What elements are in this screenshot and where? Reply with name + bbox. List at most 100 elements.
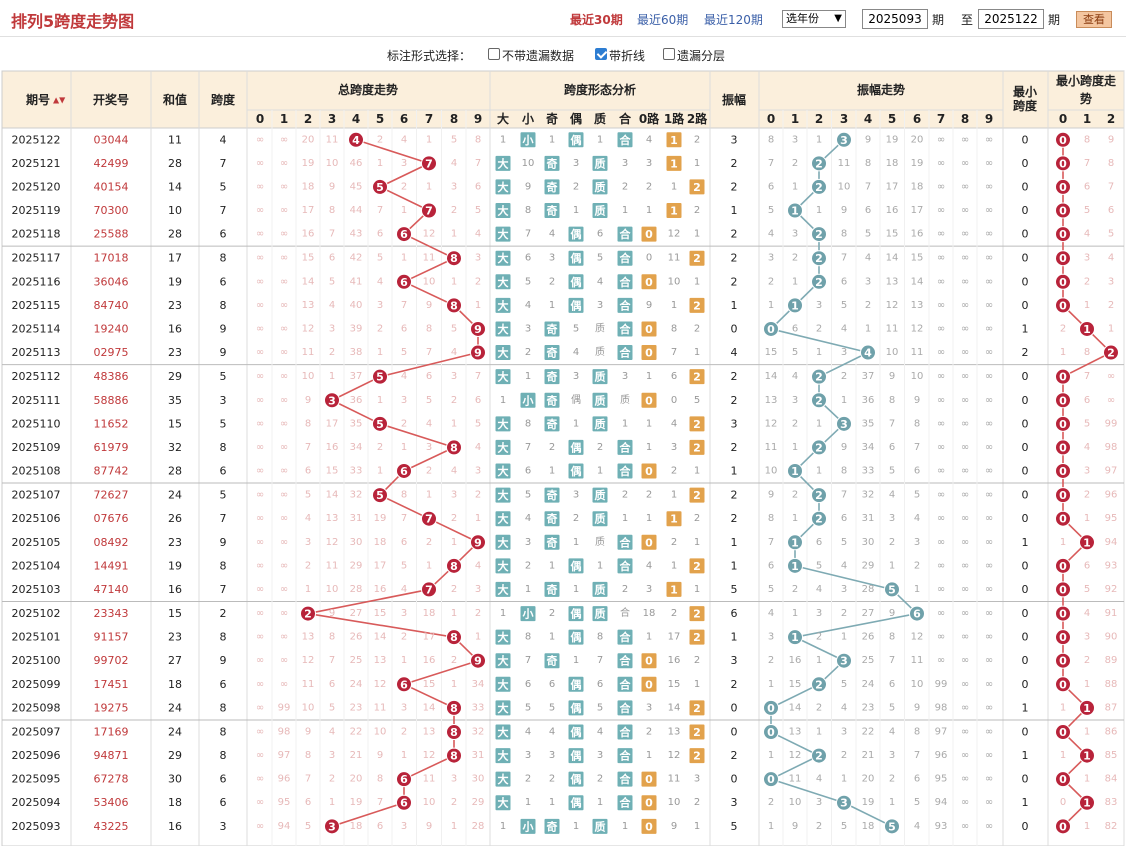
svg-text:1: 1 [791, 631, 799, 644]
amp-omission: 7 [914, 442, 920, 453]
span-omission: 3 [426, 442, 432, 453]
svg-text:大: 大 [498, 725, 509, 739]
year-select[interactable]: 选年份 ▼ [782, 10, 846, 28]
form-tag: 合 [617, 748, 633, 764]
no-omission-checkbox[interactable] [488, 48, 500, 60]
form-tag: 合 [617, 795, 633, 811]
span-omission: 2 [329, 774, 335, 785]
span-omission: 99 [278, 702, 291, 713]
span-omission: 5 [377, 253, 383, 264]
span-omission: 2 [305, 560, 311, 571]
svg-text:1: 1 [791, 560, 799, 573]
span-omission: 4 [426, 418, 432, 429]
sum-cell: 23 [168, 346, 182, 359]
form-tag: 2 [689, 558, 705, 574]
form-tag: 2 [689, 179, 705, 195]
span-omission: 40 [350, 300, 363, 311]
header-amp-digit: 1 [791, 112, 799, 126]
from-period-input[interactable]: 2025093 [862, 9, 928, 29]
sum-cell: 23 [168, 299, 182, 312]
span-omission: 9 [377, 750, 383, 761]
range-link-60[interactable]: 最近60期 [637, 13, 689, 27]
span-omission: 17 [326, 418, 339, 429]
min-ball: 1 [1079, 747, 1095, 764]
span-omission: ∞ [280, 632, 288, 643]
min-omission: 84 [1105, 774, 1118, 785]
span-omission: 11 [326, 560, 339, 571]
amp-omission: ∞ [961, 655, 969, 666]
amp-omission: ∞ [985, 560, 993, 571]
amp-cell: 0 [731, 726, 738, 739]
period-cell: 2025114 [12, 322, 61, 335]
draw-number-cell: 87742 [94, 464, 129, 477]
amp-omission: 9 [889, 371, 895, 382]
form-omission: 2 [525, 774, 531, 785]
svg-text:9: 9 [474, 536, 482, 549]
span-omission: 1 [426, 490, 432, 501]
min-ball: 0 [1055, 131, 1071, 148]
min-span-cell: 1 [1022, 701, 1029, 714]
polyline-checkbox[interactable] [595, 48, 607, 60]
form-omission: 1 [500, 134, 506, 145]
sort-arrows-icon[interactable]: ▲▼ [53, 96, 66, 105]
header-amp-digit: 2 [815, 112, 823, 126]
min-span-cell: 0 [1022, 726, 1029, 739]
amp-omission: 1 [768, 750, 774, 761]
min-ball: 0 [1055, 297, 1071, 314]
form-tag: 0 [641, 795, 657, 811]
range-link-30[interactable]: 最近30期 [570, 13, 623, 27]
svg-text:0: 0 [1059, 631, 1067, 644]
form-omission: 4 [525, 300, 531, 311]
amp-omission: ∞ [961, 537, 969, 548]
range-link-120[interactable]: 最近120期 [704, 13, 763, 27]
query-button[interactable]: 查看 [1076, 11, 1112, 28]
svg-text:大: 大 [498, 749, 509, 763]
amp-omission: 93 [935, 821, 948, 832]
amp-omission: 3 [841, 584, 847, 595]
form-tag: 2 [689, 629, 705, 645]
form-omission: 1 [573, 584, 579, 595]
amp-ball: 2 [811, 510, 827, 527]
form-omission: 2 [597, 442, 603, 453]
svg-text:0: 0 [645, 465, 653, 478]
draw-number-cell: 03044 [94, 133, 129, 146]
amp-omission: 3 [816, 300, 822, 311]
period-cell: 2025121 [12, 157, 61, 170]
amp-omission: 3 [792, 134, 798, 145]
amp-omission: 8 [768, 134, 774, 145]
amp-omission: 5 [914, 490, 920, 501]
min-omission: 1 [1060, 537, 1066, 548]
span-ball: 8 [446, 699, 462, 716]
amp-omission: ∞ [937, 134, 945, 145]
form-omission: 14 [668, 702, 681, 713]
svg-text:2: 2 [815, 157, 823, 170]
span-omission: ∞ [280, 537, 288, 548]
min-omission: 5 [1108, 229, 1114, 240]
header-span-digit: 2 [304, 112, 312, 126]
min-omission: 90 [1105, 632, 1118, 643]
form-omission: 2 [646, 727, 652, 738]
min-ball: 0 [1055, 226, 1071, 243]
min-omission: 3 [1084, 253, 1090, 264]
span-cell: 8 [220, 749, 227, 762]
svg-text:1: 1 [1083, 797, 1091, 810]
svg-text:0: 0 [1059, 773, 1067, 786]
span-omission: 1 [401, 205, 407, 216]
form-tag: 偶 [568, 748, 584, 764]
layered-omission-checkbox[interactable] [663, 48, 675, 60]
form-tag: 大 [495, 511, 511, 527]
span-omission: 32 [350, 490, 363, 501]
amp-omission: ∞ [937, 181, 945, 192]
svg-text:2: 2 [693, 181, 701, 194]
svg-text:2: 2 [693, 750, 701, 763]
span-omission: ∞ [256, 205, 264, 216]
amp-cell: 3 [731, 796, 738, 809]
span-ball: 5 [372, 487, 388, 504]
sum-cell: 23 [168, 631, 182, 644]
form-tag: 奇 [544, 511, 560, 527]
to-period-input[interactable]: 2025122 [978, 9, 1044, 29]
amp-omission: 4 [889, 490, 895, 501]
span-omission: 29 [350, 560, 363, 571]
svg-text:7: 7 [425, 583, 433, 596]
amp-omission: 12 [765, 418, 778, 429]
